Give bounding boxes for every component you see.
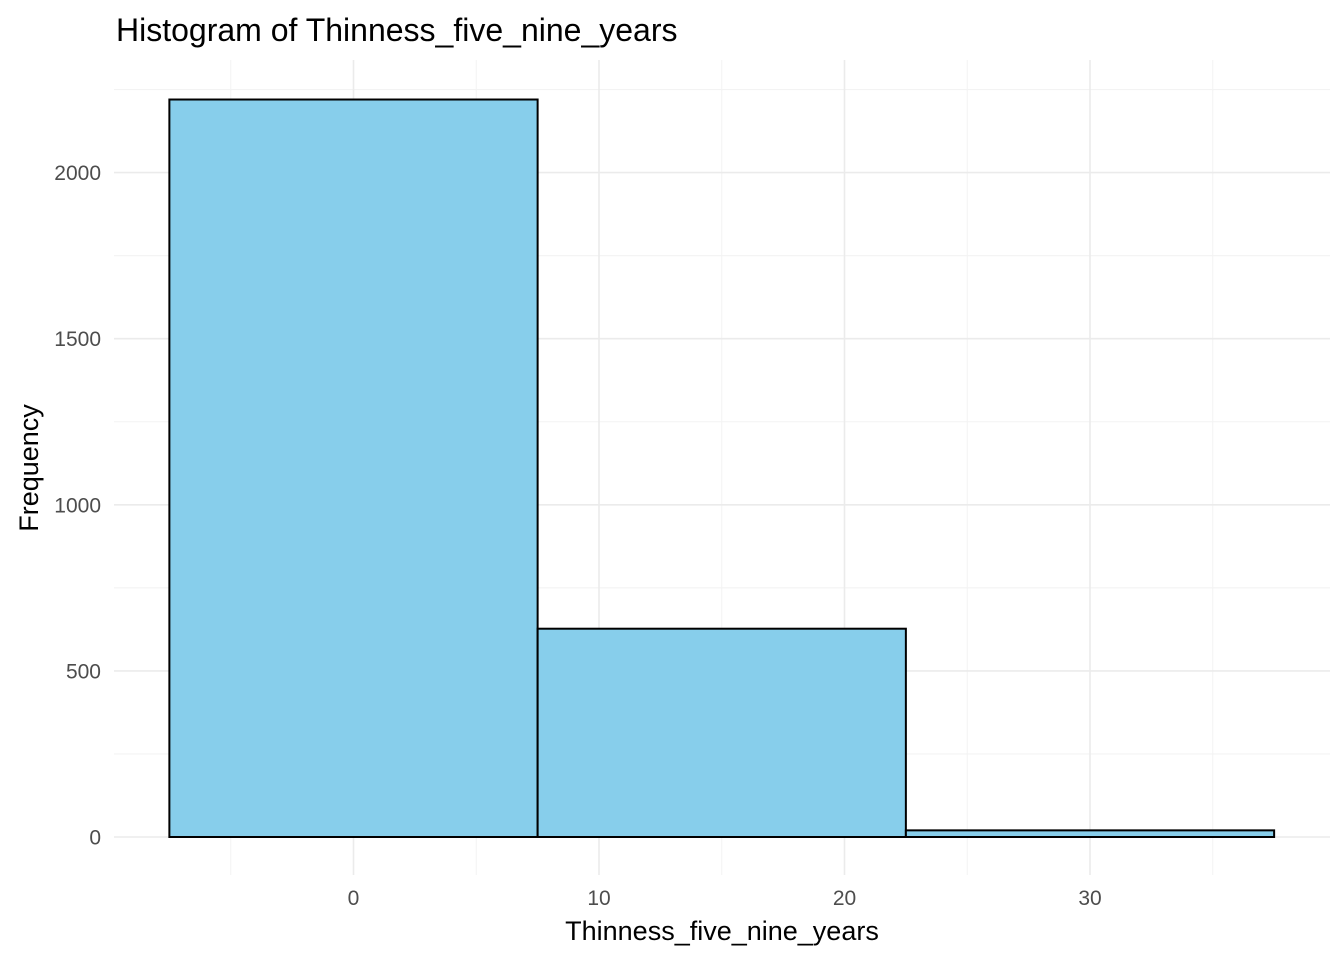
histogram-bar <box>904 829 1276 839</box>
histogram-bar <box>168 98 539 839</box>
y-axis-tick-labels: 0 500 1000 1500 2000 <box>54 162 101 849</box>
x-tick-label: 30 <box>1078 887 1101 910</box>
histogram-bars <box>168 98 1276 839</box>
x-axis-title: Thinness_five_nine_years <box>565 916 879 946</box>
y-axis-title: Frequency <box>14 404 44 532</box>
chart-title: Histogram of Thinness_five_nine_years <box>116 12 677 48</box>
x-tick-label: 10 <box>587 887 610 910</box>
y-tick-label: 1500 <box>54 328 101 351</box>
y-tick-label: 2000 <box>54 162 101 185</box>
y-tick-label: 1000 <box>54 494 101 517</box>
histogram-bar <box>536 627 907 838</box>
x-axis-tick-labels: 0 10 20 30 <box>348 887 1102 910</box>
y-tick-label: 0 <box>89 827 101 850</box>
x-tick-label: 20 <box>833 887 856 910</box>
x-tick-label: 0 <box>348 887 360 910</box>
y-tick-label: 500 <box>66 660 101 683</box>
